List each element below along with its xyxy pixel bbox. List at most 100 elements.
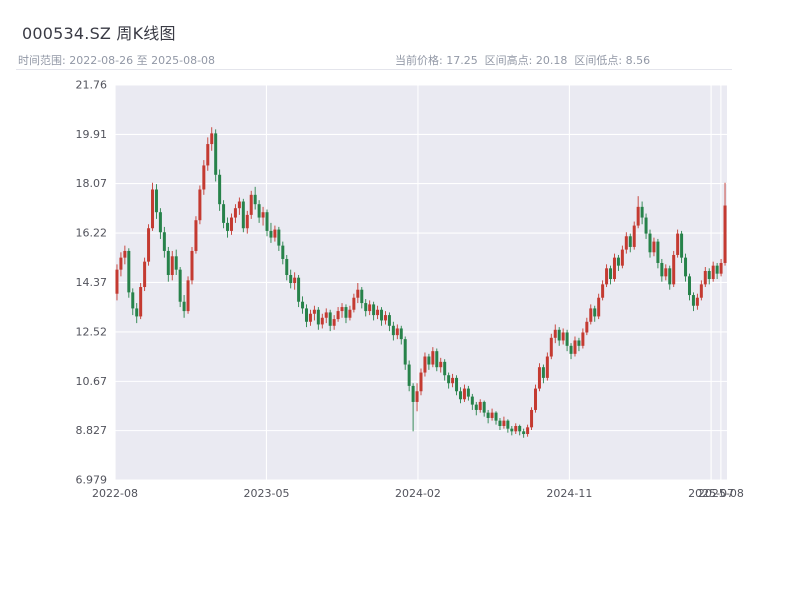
candle-body bbox=[226, 222, 230, 231]
candle-body bbox=[147, 228, 151, 262]
candle-body bbox=[482, 401, 486, 413]
candle-body bbox=[249, 194, 253, 215]
y-axis-tick-label: 12.52 bbox=[76, 325, 108, 338]
candle-body bbox=[356, 289, 360, 298]
candle-body bbox=[344, 307, 348, 318]
candle-body bbox=[561, 332, 565, 341]
candle-body bbox=[498, 420, 502, 426]
candle-body bbox=[320, 317, 324, 325]
candle-body bbox=[202, 165, 206, 190]
candle-body bbox=[198, 189, 202, 221]
candle-body bbox=[534, 388, 538, 410]
x-axis-tick-label: 2023-05 bbox=[243, 487, 289, 500]
candle-body bbox=[162, 232, 166, 251]
candle-body bbox=[170, 256, 174, 276]
candle-body bbox=[415, 391, 419, 402]
candle-body bbox=[447, 375, 451, 384]
candle-body bbox=[304, 308, 308, 322]
candle-body bbox=[387, 315, 391, 326]
candle-body bbox=[462, 388, 466, 400]
candle-body bbox=[431, 351, 435, 365]
candle-body bbox=[723, 205, 727, 263]
candle-body bbox=[127, 250, 131, 293]
candle-body bbox=[395, 328, 399, 336]
y-axis-tick-label: 16.22 bbox=[76, 227, 108, 240]
header-divider bbox=[16, 69, 732, 70]
candle-body bbox=[687, 276, 691, 296]
candle-body bbox=[719, 262, 723, 274]
candle-body bbox=[711, 265, 715, 280]
candle-body bbox=[514, 425, 518, 432]
x-axis-tick-label: 2022-08 bbox=[92, 487, 138, 500]
candle-body bbox=[684, 257, 688, 277]
candle-body bbox=[423, 356, 427, 373]
candle-body bbox=[474, 404, 478, 410]
candle-body bbox=[553, 329, 557, 338]
candle-body bbox=[407, 364, 411, 386]
candle-body bbox=[585, 321, 589, 333]
candle-body bbox=[466, 388, 470, 397]
candle-body bbox=[380, 309, 384, 321]
candle-body bbox=[435, 351, 439, 368]
candle-body bbox=[229, 217, 233, 231]
candle-body bbox=[383, 315, 387, 321]
kline-chart: 21.76 19.91 18.07 16.22 14.37 12.52 10.67 8.827… bbox=[76, 79, 744, 501]
candle-body bbox=[478, 401, 482, 410]
candle-body bbox=[245, 214, 249, 229]
candle-body bbox=[632, 225, 636, 247]
candle-body bbox=[506, 420, 510, 429]
candle-body bbox=[368, 304, 372, 312]
candle-body bbox=[715, 265, 719, 274]
candle-body bbox=[668, 268, 672, 285]
candle-body bbox=[139, 287, 143, 317]
candle-body bbox=[324, 312, 328, 318]
candle-body bbox=[372, 304, 376, 316]
candle-body bbox=[281, 245, 285, 259]
candle-body bbox=[644, 217, 648, 234]
candle-body bbox=[174, 256, 178, 270]
candle-body bbox=[131, 292, 135, 309]
candle-body bbox=[273, 229, 277, 238]
candle-body bbox=[597, 297, 601, 317]
candle-body bbox=[656, 241, 660, 263]
candle-body bbox=[186, 280, 190, 312]
candle-body bbox=[253, 194, 257, 205]
candle-body bbox=[616, 257, 620, 266]
candle-body bbox=[391, 325, 395, 336]
candle-body bbox=[494, 412, 498, 421]
candle-body bbox=[151, 189, 155, 229]
candle-body bbox=[135, 308, 139, 317]
candle-body bbox=[364, 303, 368, 312]
candle-body bbox=[328, 312, 332, 326]
candle-body bbox=[439, 361, 443, 368]
candle-body bbox=[470, 396, 474, 405]
candle-body bbox=[265, 212, 269, 231]
candle-body bbox=[233, 208, 237, 218]
candle-body bbox=[648, 233, 652, 253]
candle-body bbox=[158, 212, 162, 233]
candle-body bbox=[443, 361, 447, 376]
candle-body bbox=[312, 309, 316, 314]
candle-body bbox=[699, 284, 703, 298]
candle-body bbox=[332, 319, 336, 326]
candle-body bbox=[589, 308, 593, 322]
candle-body bbox=[486, 412, 490, 418]
candle-body bbox=[609, 268, 613, 280]
price-stats-label: 当前价格: 17.25 区间高点: 20.18 区间低点: 8.56 bbox=[395, 54, 651, 67]
candle-body bbox=[285, 258, 289, 276]
candle-body bbox=[569, 345, 573, 354]
y-axis-tick-label: 18.07 bbox=[76, 177, 108, 190]
candle-body bbox=[376, 309, 380, 316]
y-axis-tick-label: 19.91 bbox=[76, 128, 108, 141]
candle-body bbox=[360, 289, 364, 304]
candle-body bbox=[549, 337, 553, 357]
candle-body bbox=[316, 309, 320, 325]
candle-body bbox=[214, 133, 218, 175]
candle-body bbox=[182, 301, 186, 312]
candle-body bbox=[640, 206, 644, 218]
y-axis-tick-label: 6.979 bbox=[76, 474, 108, 487]
candle-body bbox=[269, 230, 273, 238]
candle-body bbox=[190, 250, 194, 281]
candle-body bbox=[526, 427, 530, 435]
candle-body bbox=[261, 212, 265, 218]
